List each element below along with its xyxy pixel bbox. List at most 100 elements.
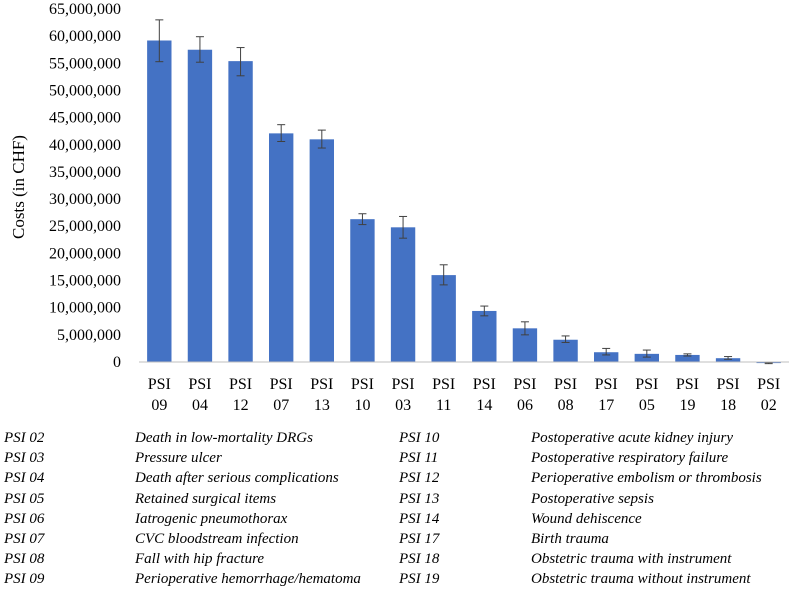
bar xyxy=(634,353,659,362)
y-tick-label: 35,000,000 xyxy=(49,164,121,181)
legend-code: PSI 09 xyxy=(4,571,45,588)
error-bar xyxy=(480,305,489,317)
bars xyxy=(147,40,781,364)
error-bar xyxy=(439,264,448,286)
legend-code: PSI 07 xyxy=(4,530,45,547)
x-tick-label: PSI xyxy=(229,376,252,393)
legend-description: Perioperative embolism or thrombosis xyxy=(531,470,762,487)
x-tick-label: 06 xyxy=(517,397,533,414)
x-tick-label: 07 xyxy=(273,397,289,414)
x-tick-label: PSI xyxy=(432,376,455,393)
bar-chart: 0 5,000,000 10,000,000 15,000,000 20,000,000… xyxy=(9,1,789,414)
error-bar xyxy=(764,362,773,365)
y-tick-label: 25,000,000 xyxy=(49,218,121,235)
x-tick-label: 14 xyxy=(476,397,492,414)
legend-description: Perioperative hemorrhage/hematoma xyxy=(135,571,361,588)
legend-description: Wound dehiscence xyxy=(531,510,642,527)
x-axis-labels: PSI 09 PSI 04 PSI 12 PSI 07 PSI 13 PSI 10 PSI 03 PSI 11… xyxy=(148,376,781,414)
error-bar xyxy=(602,347,611,356)
y-tick-label: 10,000,000 xyxy=(49,300,121,317)
error-bar xyxy=(358,213,367,226)
legend-code: PSI 05 xyxy=(4,490,45,507)
error-bar xyxy=(195,36,204,63)
x-tick-label: 04 xyxy=(192,397,208,414)
legend-code: PSI 17 xyxy=(399,530,440,547)
error-bar xyxy=(724,356,733,360)
error-bar xyxy=(683,353,692,357)
bar xyxy=(350,219,375,362)
error-bar xyxy=(236,47,245,77)
x-tick-label: PSI xyxy=(148,376,171,393)
error-bar xyxy=(155,19,164,63)
legend-description: Fall with hip fracture xyxy=(135,551,265,568)
x-tick-label: PSI xyxy=(270,376,293,393)
legend-code: PSI 06 xyxy=(4,510,45,527)
y-axis-ticks: 0 5,000,000 10,000,000 15,000,000 20,000,000… xyxy=(49,1,121,371)
bar xyxy=(228,61,253,363)
x-tick-label: 17 xyxy=(598,397,614,414)
x-tick-label: PSI xyxy=(188,376,211,393)
x-tick-label: PSI xyxy=(473,376,496,393)
legend-code: PSI 04 xyxy=(4,470,45,487)
x-tick-label: PSI xyxy=(595,376,618,393)
x-tick-label: 03 xyxy=(395,397,411,414)
y-tick-label: 50,000,000 xyxy=(49,82,121,99)
x-tick-label: 10 xyxy=(354,397,370,414)
legend-description: Postoperative sepsis xyxy=(531,490,654,507)
bar xyxy=(472,310,497,362)
y-tick-label: 40,000,000 xyxy=(49,137,121,154)
legend-description: Postoperative respiratory failure xyxy=(531,450,729,467)
y-tick-label: 30,000,000 xyxy=(49,191,121,208)
bar xyxy=(715,358,741,362)
legend-description: Death after serious complications xyxy=(135,470,339,487)
x-tick-label: PSI xyxy=(757,376,780,393)
x-tick-label: 11 xyxy=(436,397,451,414)
legend-description: Iatrogenic pneumothorax xyxy=(135,510,288,527)
y-tick-label: 55,000,000 xyxy=(49,55,121,72)
x-tick-label: PSI xyxy=(310,376,333,393)
legend-code: PSI 14 xyxy=(399,510,440,527)
x-tick-label: PSI xyxy=(554,376,577,393)
bar xyxy=(675,354,700,362)
legend-code: PSI 19 xyxy=(399,571,440,588)
bar xyxy=(431,275,456,362)
y-tick-label: 45,000,000 xyxy=(49,110,121,127)
error-bar xyxy=(317,129,326,149)
legend-description: Postoperative acute kidney injury xyxy=(531,430,734,446)
error-bar xyxy=(399,215,408,239)
legend-code: PSI 10 xyxy=(399,430,440,446)
x-tick-label: PSI xyxy=(513,376,536,393)
x-tick-label: PSI xyxy=(392,376,415,393)
bar xyxy=(309,139,334,362)
legend-code: PSI 18 xyxy=(399,551,440,568)
legend-description: Death in low-mortality DRGs xyxy=(135,430,313,446)
legend-code: PSI 11 xyxy=(399,450,439,467)
bar xyxy=(147,40,172,362)
x-tick-label: 18 xyxy=(720,397,736,414)
bar xyxy=(553,339,578,362)
legend-description: Retained surgical items xyxy=(135,490,277,507)
legend-description: CVC bloodstream infection xyxy=(135,530,299,547)
y-tick-label: 65,000,000 xyxy=(49,1,121,18)
y-tick-label: 60,000,000 xyxy=(49,28,121,45)
legend-description: Obstetric trauma with instrument xyxy=(531,551,732,568)
legend-code: PSI 13 xyxy=(399,490,440,507)
error-bar xyxy=(642,349,651,358)
legend-description: Birth trauma xyxy=(531,530,609,547)
error-bar xyxy=(520,321,529,336)
x-tick-label: PSI xyxy=(717,376,740,393)
x-tick-label: PSI xyxy=(635,376,658,393)
x-tick-label: 12 xyxy=(233,397,249,414)
x-tick-label: 08 xyxy=(558,397,574,414)
bar xyxy=(269,133,294,362)
psi-legend: PSI 02 Death in low-mortality DRGs PSI 03… xyxy=(0,428,791,589)
legend-description: Obstetric trauma without instrument xyxy=(531,571,751,588)
x-tick-label: PSI xyxy=(351,376,374,393)
x-tick-label: 02 xyxy=(761,397,777,414)
legend-description: Pressure ulcer xyxy=(135,450,222,467)
y-tick-label: 5,000,000 xyxy=(57,327,121,344)
bar xyxy=(594,352,619,362)
x-tick-label: PSI xyxy=(676,376,699,393)
y-tick-label: 20,000,000 xyxy=(49,245,121,262)
bar xyxy=(187,49,213,362)
